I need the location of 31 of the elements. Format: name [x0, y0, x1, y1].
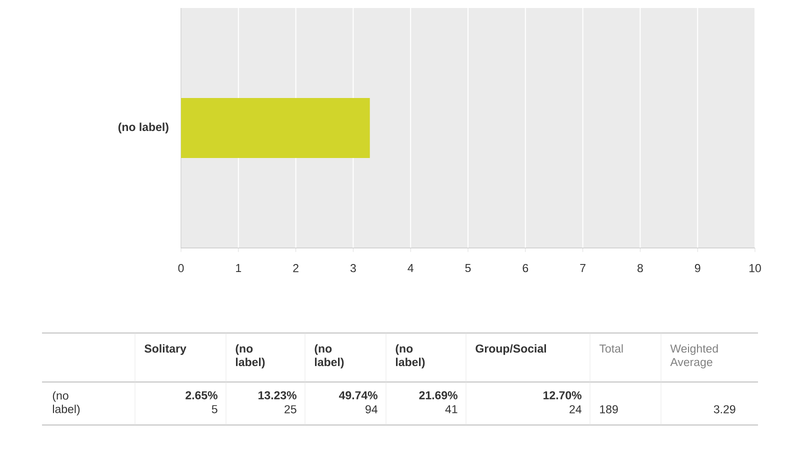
text: Total: [599, 344, 623, 353]
text: (no label): [52, 391, 80, 416]
text: 13.23%: [258, 391, 296, 400]
text: (no label): [236, 344, 265, 368]
x-tick-label: 10: [749, 264, 761, 272]
text: Weighted Average: [670, 344, 718, 368]
text: (no label): [314, 344, 344, 368]
text: 94: [366, 405, 378, 414]
text: 189: [600, 405, 618, 414]
text: 41: [445, 405, 458, 414]
x-tick-label: 6: [522, 264, 528, 272]
x-tick-label: 4: [408, 264, 414, 272]
text: 2.65%: [186, 391, 218, 400]
x-tick-label: 0: [178, 264, 184, 272]
text: 24: [570, 405, 582, 414]
x-tick-label: 3: [350, 264, 356, 272]
text: 25: [284, 405, 296, 414]
text: (no label): [396, 344, 425, 368]
text: 12.70%: [544, 391, 582, 400]
text: 49.74%: [338, 391, 378, 400]
x-tick-label: 7: [580, 264, 586, 272]
text: 3.29: [714, 405, 736, 414]
text: Solitary: [144, 344, 186, 355]
x-tick-label: 2: [293, 264, 298, 272]
x-tick-label: 1: [236, 264, 242, 272]
x-tick-label: 9: [694, 264, 700, 272]
text: 5: [212, 405, 218, 414]
x-tick-label: 5: [465, 264, 471, 272]
text: 21.69%: [419, 391, 458, 400]
text: Group/Social: [476, 344, 546, 355]
x-tick-label: 8: [638, 264, 643, 272]
